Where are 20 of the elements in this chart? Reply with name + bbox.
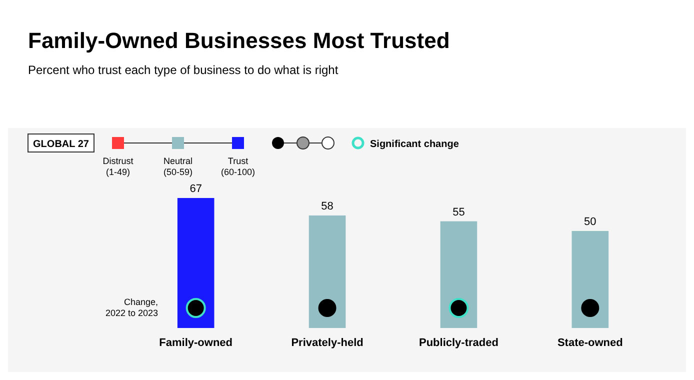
text: Significant change	[370, 139, 460, 150]
data-label: 50	[584, 216, 596, 228]
x-tick-label: Family-owned	[159, 337, 233, 349]
text: Distrust (1-49)	[102, 156, 134, 177]
annotation: Change, 2022 to 2023	[105, 297, 158, 318]
bar	[440, 221, 478, 328]
text: GLOBAL 27	[33, 139, 90, 150]
text: Trust (60-100)	[220, 156, 256, 177]
data-label: 67	[190, 183, 202, 195]
data-label: 55	[452, 206, 465, 218]
chart-subtitle: Percent who trust each type of business to do what is right	[28, 63, 339, 77]
chart-title: Family-Owned Businesses Most Trusted	[28, 28, 450, 53]
data-label: 58	[321, 200, 334, 212]
x-tick-label: Publicly-traded	[418, 337, 498, 349]
text: Neutral (50-59)	[163, 156, 193, 177]
x-tick-label: State-owned	[557, 337, 623, 349]
bar	[177, 198, 214, 328]
x-tick-label: Privately-held	[291, 337, 364, 349]
bar	[308, 215, 346, 328]
bar	[572, 230, 609, 328]
